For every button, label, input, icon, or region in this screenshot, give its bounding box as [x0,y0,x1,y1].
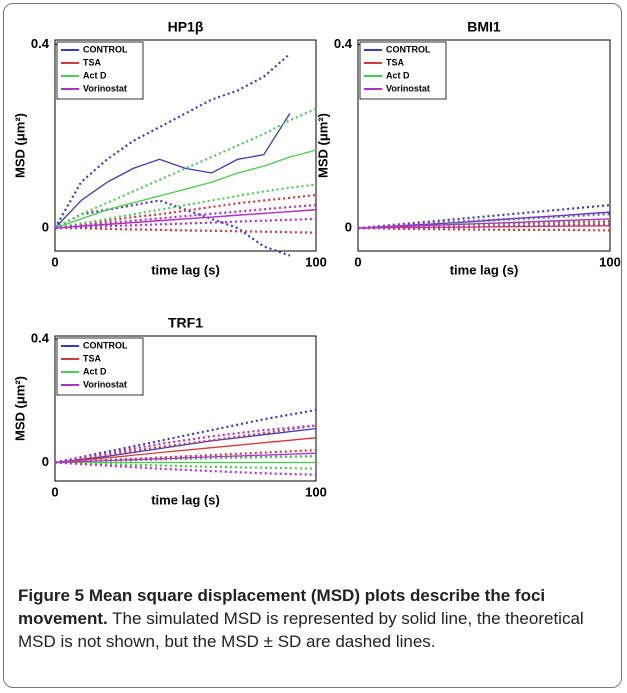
y-axis-label: MSD (μm²) [315,113,330,178]
y-tick-label: 0 [42,220,49,235]
x-tick-label: 0 [51,254,58,269]
figure-frame [3,3,622,688]
sd-lower-line [357,223,611,230]
y-tick-label: 0 [42,454,49,469]
charts: HP1β time lag (s) MSD (μm²) 0 0.4 0 100 CONTROL… [12,19,621,508]
sd-lower-line [54,461,317,470]
caption-label: Figure 5 [18,586,85,605]
caption-title: Mean square displacement (MSD) plots des… [18,586,546,628]
chart-title: HP1β [168,19,204,35]
y-tick-label: 0 [345,220,352,235]
caption-text: The simulated MSD is represented by soli… [18,609,584,651]
sd-lower-line [54,449,317,464]
chart-title: BMI1 [467,19,501,35]
y-tick-label: 0.4 [334,36,353,51]
y-axis-label: MSD (μm²) [12,113,27,178]
mean-line [357,218,611,229]
plot-area [54,335,317,482]
legend-label: Act D [83,70,107,80]
sd-upper-line [54,193,317,230]
plot-area [54,39,317,252]
x-tick-label: 100 [305,484,327,499]
plot-area [357,39,611,252]
legend-label: CONTROL [386,44,431,54]
chart-title: TRF1 [168,315,203,331]
sd-lower-line [55,227,317,234]
y-axis-label: MSD (μm²) [12,376,27,441]
legend-label: CONTROL [83,340,128,350]
legend-label: Vorinostat [83,83,127,93]
legend-label: Act D [83,366,107,376]
mean-line [54,437,317,464]
sd-lower-line [357,227,611,232]
x-tick-label: 0 [354,254,361,269]
mean-line [54,209,317,229]
sd-upper-line [357,220,611,230]
legend-label: Vorinostat [83,379,127,389]
sd-upper-line [54,52,291,229]
y-tick-label: 0.4 [31,36,50,51]
legend-label: Act D [386,70,410,80]
mean-line [54,113,291,229]
sd-upper-line [54,424,317,464]
sd-upper-line [54,424,317,464]
sd-lower-line [54,461,317,476]
legend-label: TSA [386,57,405,67]
sd-lower-line [54,217,317,230]
x-axis-label: time lag (s) [450,262,519,277]
x-tick-label: 100 [305,254,327,269]
legend-label: TSA [83,353,102,363]
sd-lower-line [54,183,317,230]
sd-upper-line [54,204,317,230]
sd-upper-line [54,455,317,464]
mean-line [54,452,317,464]
legend-label: CONTROL [83,44,128,54]
legend-label: Vorinostat [386,83,430,93]
x-tick-label: 100 [599,254,621,269]
caption: Figure 5 Mean square displacement (MSD) … [18,584,614,653]
y-tick-label: 0.4 [31,331,50,346]
mean-line [54,149,317,229]
x-axis-label: time lag (s) [151,262,220,277]
x-tick-label: 0 [51,484,58,499]
x-axis-label: time lag (s) [151,492,220,507]
sd-upper-line [357,212,611,230]
sd-upper-line [357,204,611,230]
legend-label: TSA [83,57,102,67]
